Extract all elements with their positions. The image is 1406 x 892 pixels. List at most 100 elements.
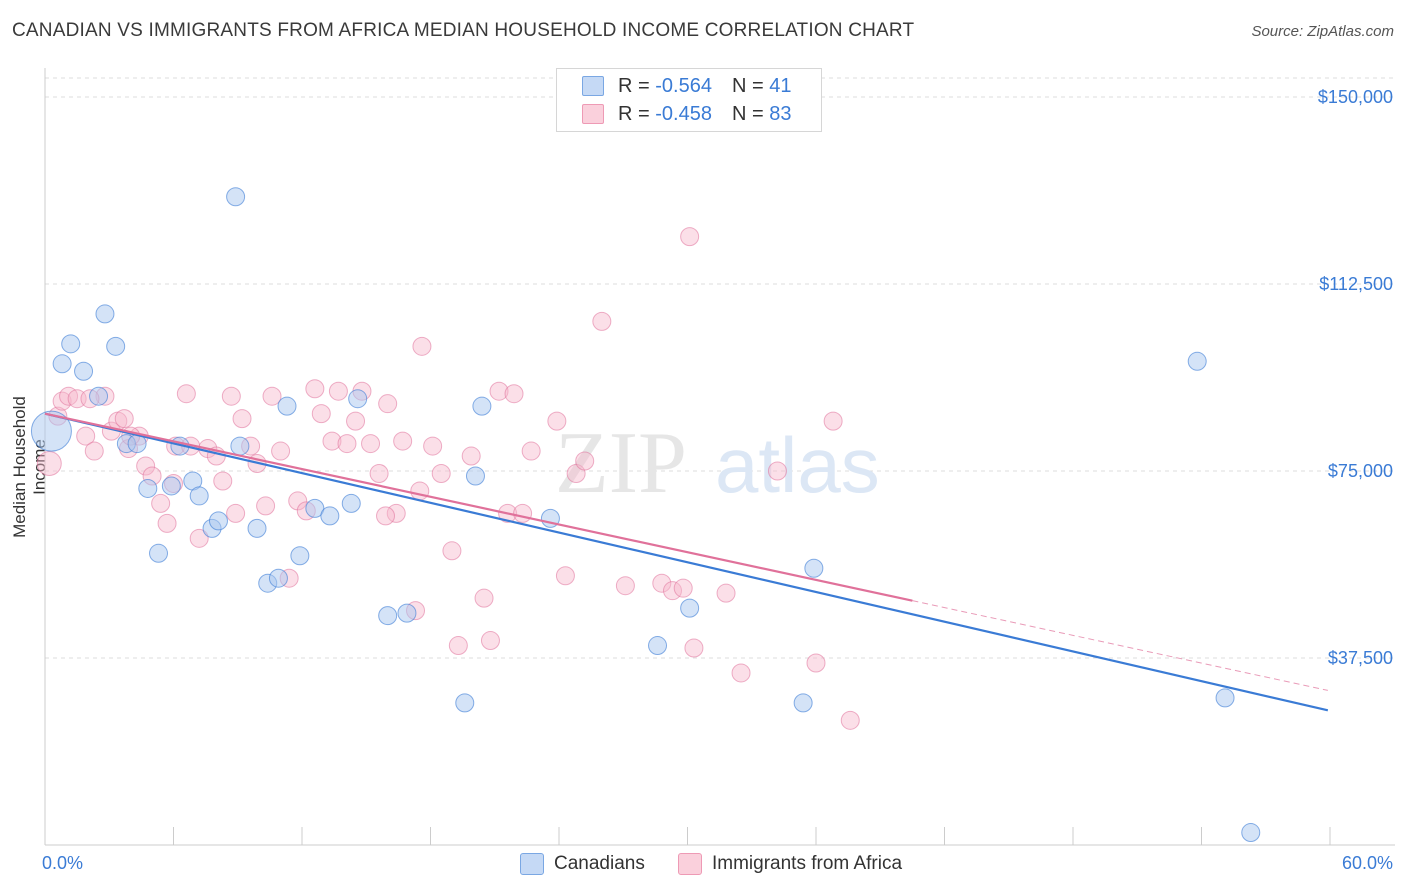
legend-item-africa[interactable]: Immigrants from Africa (678, 852, 902, 876)
data-point-canadians (341, 493, 361, 513)
data-point-africa (412, 336, 432, 356)
data-point-canadians (161, 476, 181, 496)
series-africa-points (36, 227, 860, 730)
data-point-africa (767, 461, 787, 481)
data-point-canadians (455, 693, 475, 713)
data-point-africa (806, 653, 826, 673)
data-point-africa (256, 496, 276, 516)
data-point-africa (504, 384, 524, 404)
legend-r-value: -0.564 (655, 74, 712, 97)
data-point-africa (547, 411, 567, 431)
axes (44, 68, 1395, 846)
data-point-africa (673, 578, 693, 598)
chart-title: CANADIAN VS IMMIGRANTS FROM AFRICA MEDIA… (12, 20, 915, 41)
watermark-zip: ZIP (555, 415, 687, 512)
data-point-africa (461, 446, 481, 466)
data-point-canadians (95, 304, 115, 324)
data-point-africa (136, 456, 156, 476)
data-point-africa (376, 506, 396, 526)
data-point-africa (36, 451, 62, 477)
legend-r-value: -0.458 (655, 102, 712, 125)
data-point-africa (84, 441, 104, 461)
data-point-africa (592, 311, 612, 331)
data-point-canadians (305, 498, 325, 518)
data-point-canadians (680, 598, 700, 618)
data-point-canadians (268, 568, 288, 588)
data-point-africa (442, 541, 462, 561)
data-point-africa (369, 463, 389, 483)
data-point-africa (262, 386, 282, 406)
y-tick-label: $150,000 (1318, 87, 1393, 107)
data-point-africa (513, 503, 533, 523)
data-point-canadians (793, 693, 813, 713)
data-point-africa (615, 576, 635, 596)
legend-item-canadians[interactable]: Canadians (520, 852, 645, 876)
legend-r-label: R = (618, 74, 650, 97)
data-point-africa (311, 404, 331, 424)
data-point-canadians (1187, 351, 1207, 371)
tick-labels: $37,500 $75,000 $112,500 $150,000 0.0% 60.0% (42, 87, 1393, 873)
trend-line-africa-extension (912, 600, 1328, 691)
data-point-canadians (277, 396, 297, 416)
x-tick-label: 0.0% (42, 853, 83, 873)
y-tick-label: $37,500 (1328, 648, 1393, 668)
data-point-africa (410, 481, 430, 501)
data-point-africa (361, 434, 381, 454)
trend-line-canadians (44, 412, 1329, 712)
legend-n-label: N = (731, 102, 764, 125)
data-point-canadians (30, 410, 72, 452)
legend-row-canadians: R = -0.564 N = 41 (582, 75, 791, 97)
data-point-africa (823, 411, 843, 431)
legend-swatch-africa (678, 853, 702, 875)
data-point-africa (378, 394, 398, 414)
data-point-africa (731, 663, 751, 683)
data-point-africa (474, 588, 494, 608)
data-point-africa (393, 431, 413, 451)
data-point-africa (213, 471, 233, 491)
data-point-canadians (189, 486, 209, 506)
x-tick-label: 60.0% (1342, 853, 1393, 873)
data-point-canadians (648, 636, 668, 656)
y-tick-label: $112,500 (1319, 274, 1393, 294)
legend-row-africa: R = -0.458 N = 83 (582, 103, 791, 125)
legend-n-label: N = (731, 74, 764, 97)
data-point-canadians (465, 466, 485, 486)
legend-swatch-canadians (520, 853, 544, 875)
data-point-canadians (74, 361, 94, 381)
data-point-canadians (230, 436, 250, 456)
legend-swatch-africa (582, 104, 604, 124)
source-label: Source: ZipAtlas.com (1251, 23, 1394, 40)
data-point-canadians (61, 334, 81, 354)
data-point-africa (114, 409, 134, 429)
data-point-africa (189, 528, 209, 548)
data-point-africa (431, 463, 451, 483)
correlation-legend: R = -0.564 N = 41 R = -0.458 N = 83 (556, 68, 822, 132)
watermark-atlas: atlas (715, 421, 880, 509)
trend-line-africa (44, 412, 913, 602)
legend-label-africa: Immigrants from Africa (712, 853, 903, 874)
data-point-canadians (397, 603, 417, 623)
data-point-africa (575, 451, 595, 471)
y-tick-label: $75,000 (1328, 461, 1393, 481)
data-point-canadians (52, 354, 72, 374)
data-point-canadians (472, 396, 492, 416)
data-point-africa (52, 391, 72, 411)
data-point-canadians (320, 506, 340, 526)
data-point-canadians (226, 187, 246, 207)
data-point-africa (232, 409, 252, 429)
data-point-africa (521, 441, 541, 461)
legend-n-value: 41 (769, 74, 792, 97)
data-point-africa (176, 384, 196, 404)
data-point-canadians (1215, 688, 1235, 708)
data-point-africa (305, 379, 325, 399)
data-point-africa (423, 436, 443, 456)
data-point-africa (322, 431, 342, 451)
data-point-canadians (378, 606, 398, 626)
data-point-africa (271, 441, 291, 461)
data-point-africa (684, 638, 704, 658)
data-point-africa (716, 583, 736, 603)
data-point-canadians (138, 478, 158, 498)
series-canadians-points (30, 187, 1261, 843)
data-point-canadians (1241, 823, 1261, 843)
